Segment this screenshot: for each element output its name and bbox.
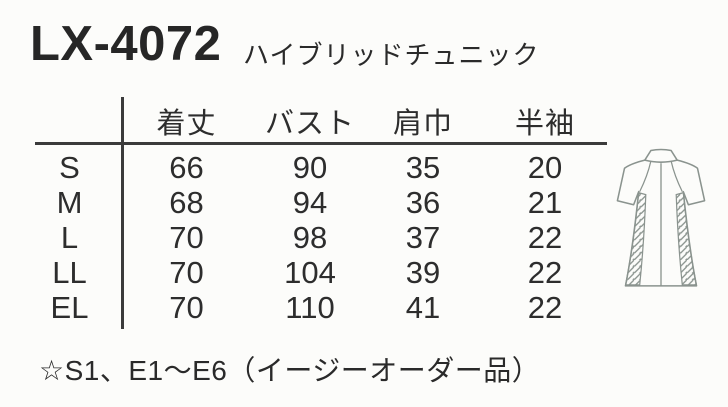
column-header-sleeve: 半袖 (514, 107, 575, 140)
measurement-value: 21 (527, 185, 563, 220)
table-row: M 68 94 36 21 (35, 185, 613, 220)
measurement-value: 66 (169, 150, 204, 185)
size-label: LL (52, 255, 87, 290)
column-header-body-length: 着丈 (156, 107, 217, 140)
size-table-body: S 66 90 35 20 M 68 94 36 21 L 70 98 37 2… (35, 150, 613, 325)
table-horizontal-rule (35, 142, 607, 145)
measurement-value: 110 (285, 290, 335, 325)
measurement-value: 22 (527, 290, 563, 325)
table-row: L 70 98 37 22 (35, 220, 613, 255)
size-label: L (60, 220, 79, 255)
size-table: 着丈 バスト 肩巾 半袖 S 66 90 35 20 M 68 94 36 21… (35, 97, 613, 333)
column-header-shoulder-width: 肩巾 (392, 107, 453, 140)
size-table-header-row: 着丈 バスト 肩巾 半袖 (35, 97, 613, 144)
product-name: ハイブリッドチュニック (243, 40, 540, 70)
size-label: S (59, 150, 80, 185)
tunic-princess-seam-left (639, 161, 652, 192)
measurement-value: 104 (284, 255, 336, 290)
measurement-value: 90 (292, 150, 328, 185)
measurement-value: 22 (527, 220, 563, 255)
size-label: EL (50, 290, 89, 325)
measurement-value: 70 (169, 255, 204, 290)
measurement-value: 20 (527, 150, 563, 185)
measurement-value: 70 (169, 290, 204, 325)
measurement-value: 35 (405, 150, 441, 185)
tunic-collar (644, 148, 678, 163)
measurement-value: 98 (292, 220, 328, 255)
easy-order-footnote: ☆S1、E1～E6（イージーオーダー品） (39, 355, 541, 386)
product-code: LX-4072 (30, 17, 222, 71)
table-row: LL 70 104 39 22 (35, 255, 613, 290)
column-header-bust: バスト (264, 107, 355, 140)
measurement-value: 36 (405, 185, 441, 220)
table-row: S 66 90 35 20 (35, 150, 613, 185)
measurement-value: 41 (405, 290, 441, 325)
size-label: M (56, 185, 83, 220)
tunic-princess-seam-right (670, 161, 683, 192)
measurement-value: 68 (169, 185, 204, 220)
table-row: EL 70 110 41 22 (35, 290, 613, 325)
measurement-value: 94 (292, 185, 328, 220)
table-vertical-rule (121, 97, 124, 329)
measurement-value: 39 (405, 255, 441, 290)
tunic-illustration (616, 148, 706, 287)
measurement-value: 22 (527, 255, 563, 290)
measurement-value: 70 (169, 220, 204, 255)
measurement-value: 37 (405, 220, 441, 255)
